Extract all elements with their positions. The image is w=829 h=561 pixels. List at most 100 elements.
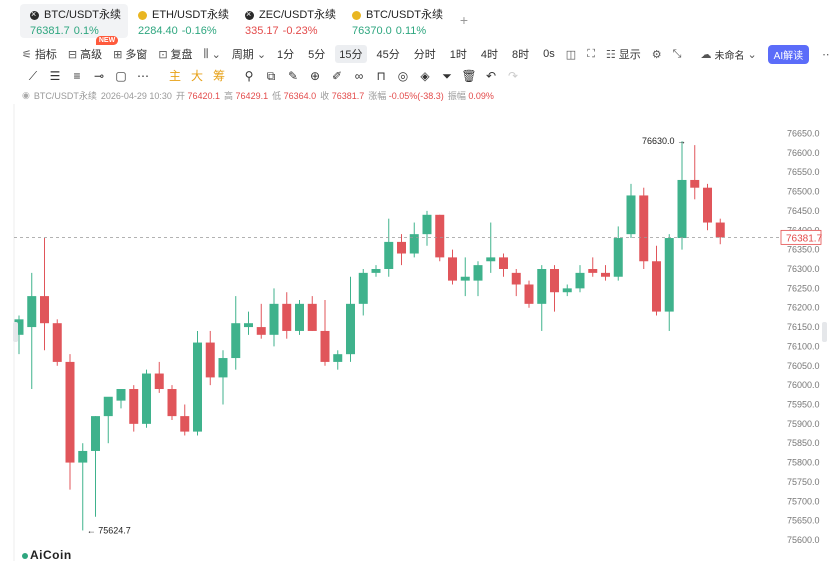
candle-body [269,303,279,335]
display-button[interactable]: ☷ 显示 [606,46,641,62]
visibility-eye-icon[interactable]: ◉ [22,90,30,100]
interval-button[interactable]: 45分 [376,49,400,61]
candle-body [14,319,24,335]
grid-icon: ⊞ [113,48,123,61]
coin-icon [245,8,254,20]
interval-button[interactable]: 15分 [335,45,367,63]
undo-icon[interactable]: ↶ [485,69,497,83]
interval-button[interactable]: 4时 [480,49,499,61]
rectangle-icon[interactable]: ▢ [115,69,127,83]
candle-body [295,303,304,331]
replay-button[interactable]: ⊡ 复盘 [158,46,192,62]
candle [524,280,534,308]
chart-overlay: 76630.0 → ← 75624.7 [13,104,779,561]
fullscreen-button[interactable]: ⛶ [587,48,595,61]
trend-line-icon[interactable]: ⟋ [28,69,38,83]
price-tick-label: 76300.0 [787,264,820,274]
chart-type-button[interactable]: ⫼ ⌄ [204,48,221,61]
candle-body [167,389,177,417]
candle [65,354,75,490]
info-time: 2026-04-29 10:30 [100,90,172,101]
left-scroll-handle[interactable] [13,322,18,342]
tab-symbol: ETH/USDT永续 [152,9,229,21]
new-badge: NEW [95,36,119,45]
interval-button[interactable]: 分时 [413,49,436,61]
multi-window-button[interactable]: ⊞ 多窗 [113,46,147,62]
candle [52,319,62,366]
main-force-tool[interactable]: 主 [168,69,181,83]
replay-icon: ⊡ [158,48,168,61]
chevron-down-icon: ⌄ [211,48,221,61]
interval-button[interactable]: 1分 [277,49,295,61]
candle-body [473,265,483,281]
candle [550,265,559,312]
filter-icon[interactable]: ⏷ [442,69,452,83]
candle-body [422,214,432,235]
indicators-button[interactable]: ⚟ 指标 [22,46,57,62]
candle [511,269,521,297]
symbol-tab-bar: BTC/USDT永续76381.70.1%ETH/USDT永续2284.40-0… [0,0,829,40]
advanced-button[interactable]: ⊟ 高级 NEW [68,36,119,62]
high-value: 76429.1 [235,91,269,101]
symbol-tab-1[interactable]: ETH/USDT永续 2284.40 -0.16% [128,0,235,40]
candle [371,265,381,277]
copy-icon[interactable]: ⧉ [266,69,276,83]
zoom-icon[interactable]: ⊕ [309,69,321,83]
ai-analysis-button[interactable]: AI解读 [767,44,810,64]
visibility-icon[interactable]: ◎ [397,69,409,83]
period-label: 周期 [231,49,254,61]
interval-button[interactable]: 1时 [449,49,467,61]
candle [448,249,457,285]
tab-price: 76381.7 [30,25,70,37]
tab-price: 76370.0 [352,25,392,37]
period-dropdown[interactable]: 周期 ⌄ [232,46,266,62]
brush-icon[interactable]: ✐ [331,69,343,83]
add-tab-button[interactable]: + [459,12,469,28]
chip-tool[interactable]: 筹 [212,69,225,83]
candle [639,187,649,269]
trash-icon[interactable]: 🗑 [461,69,477,83]
replay-label: 复盘 [170,49,193,61]
ruler-icon[interactable]: ✎ [287,69,299,83]
link-icon[interactable]: ∞ [354,69,364,83]
magnet-icon[interactable]: ⚲ [244,69,254,83]
big-order-tool[interactable]: 大 [190,69,203,83]
drawing-toolbar: ⟋ ☰ ≡ ⊸ ▢ ⋯ 主 大 筹 ⚲ ⧉ ✎ ⊕ ✐ ∞ ⊓ ◎ ◈ ⏷ 🗑 … [0,66,829,86]
layout-dropdown[interactable]: ☁ 未命名 ⌄ [700,47,756,62]
horizontal-lines-icon[interactable]: ☰ [49,69,61,83]
interval-button[interactable]: 8时 [512,49,530,61]
symbol-tab-3[interactable]: BTC/USDT永续 76370.0 0.11% [342,0,449,40]
settings-button[interactable]: ⚙ [652,48,662,61]
tab-title: BTC/USDT永续 [30,8,128,22]
candle-body [320,330,330,362]
lock-icon[interactable]: ⊓ [376,69,386,83]
right-scroll-handle[interactable] [822,322,827,342]
price-axis[interactable]: 76650.076600.076550.076500.076450.076400… [780,129,823,546]
interval-button[interactable]: 5分 [308,49,326,61]
candle [358,269,368,316]
symbol-tab-0[interactable]: BTC/USDT永续 76381.70.1% [20,4,128,38]
layers-icon[interactable]: ◈ [420,69,430,83]
candle-body [346,303,355,355]
candle [664,234,674,331]
price-tick-label: 75950.0 [787,400,820,410]
shrink-button[interactable]: ⤡ [673,48,682,61]
parallel-channel-icon[interactable]: ≡ [73,69,81,83]
camera-icon: ◫ [565,48,577,61]
tab-symbol: ZEC/USDT永续 [259,9,336,21]
seconds-button[interactable]: 0s [543,48,555,60]
candle-body [358,272,368,304]
high-label: 高 [224,91,234,101]
candle-body [664,238,674,312]
redo-icon[interactable]: ↷ [507,69,519,83]
horizontal-ray-icon[interactable]: ⊸ [93,69,105,83]
more-shapes-icon[interactable]: ⋯ [137,69,149,83]
symbol-tab-2[interactable]: ZEC/USDT永续 335.17-0.23% [235,0,342,40]
advanced-label: 高级 [80,49,103,61]
candle [409,222,419,258]
more-button[interactable]: ⋯ [822,48,829,61]
candle-body [448,257,457,281]
candle [129,385,139,432]
screenshot-button[interactable]: ◫ [566,48,576,61]
